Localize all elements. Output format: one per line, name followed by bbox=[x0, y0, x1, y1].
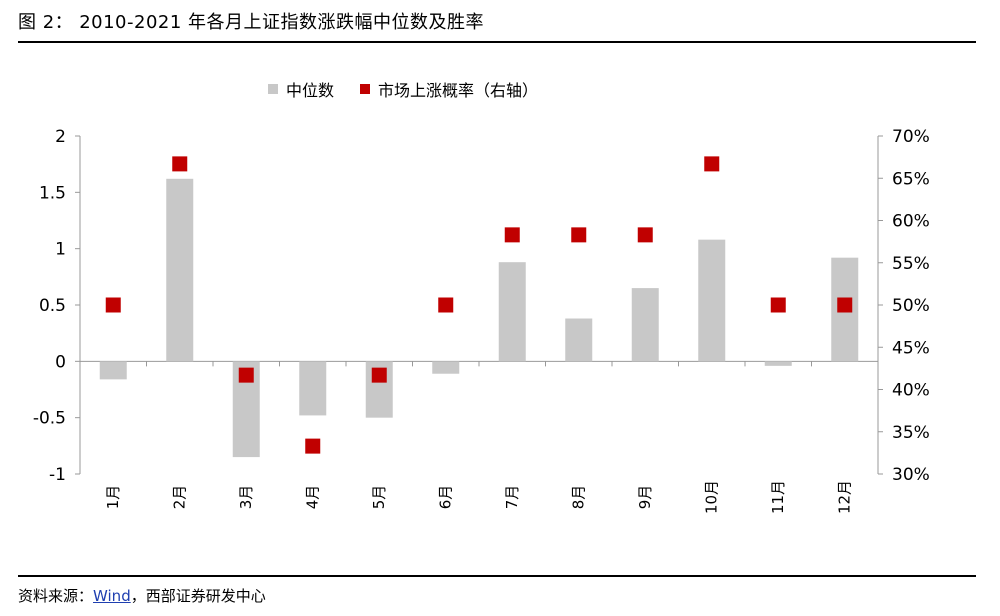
median-bar-9月 bbox=[631, 288, 659, 362]
category-label-3月: 3月 bbox=[237, 485, 255, 510]
up-probability-marker-7月 bbox=[504, 227, 520, 243]
median-bar-11月 bbox=[764, 361, 792, 366]
category-label-4月: 4月 bbox=[303, 485, 321, 510]
category-label-7月: 7月 bbox=[503, 485, 521, 510]
right-axis-tick-label: 70% bbox=[892, 127, 930, 147]
source-suffix: ，西部证券研发中心 bbox=[130, 587, 266, 605]
left-axis-tick-label: 0 bbox=[55, 352, 66, 372]
legend-item-up-probability: 市场上涨概率（右轴） bbox=[360, 77, 538, 101]
up-probability-marker-6月 bbox=[438, 297, 454, 313]
median-bar-8月 bbox=[565, 318, 593, 362]
up-probability-marker-10月 bbox=[704, 156, 720, 172]
axes-layer bbox=[75, 135, 883, 475]
category-label-6月: 6月 bbox=[436, 485, 454, 510]
figure-title-text: 2010-2021 年各月上证指数涨跌幅中位数及胜率 bbox=[79, 12, 485, 33]
left-axis-tick-label: -1 bbox=[49, 465, 66, 485]
category-label-11月: 11月 bbox=[769, 480, 787, 514]
left-axis-tick-label: 1 bbox=[55, 240, 66, 260]
legend-label-up-probability: 市场上涨概率（右轴） bbox=[378, 81, 539, 100]
median-bar-4月 bbox=[299, 361, 327, 416]
legend-item-median: 中位数 bbox=[268, 77, 334, 101]
median-bar-1月 bbox=[99, 361, 127, 380]
category-label-9月: 9月 bbox=[636, 485, 654, 510]
up-probability-marker-9月 bbox=[637, 227, 653, 243]
chart-legend: 中位数 市场上涨概率（右轴） bbox=[268, 76, 538, 102]
source-prefix: 资料来源： bbox=[18, 587, 94, 605]
top-rule bbox=[18, 41, 976, 43]
median-bar-10月 bbox=[698, 239, 726, 362]
up-probability-marker-2月 bbox=[172, 156, 188, 172]
right-axis-tick-label: 55% bbox=[892, 254, 930, 274]
source-note: 资料来源： Wind ，西部证券研发中心 bbox=[18, 585, 266, 606]
up-probability-marker-8月 bbox=[571, 227, 587, 243]
markers-layer bbox=[105, 156, 853, 454]
legend-swatch-median bbox=[268, 84, 278, 94]
up-probability-marker-12月 bbox=[837, 297, 853, 313]
right-axis-tick-label: 60% bbox=[892, 212, 930, 232]
up-probability-marker-4月 bbox=[305, 438, 321, 454]
category-label-10月: 10月 bbox=[702, 480, 720, 514]
category-label-5月: 5月 bbox=[370, 485, 388, 510]
median-bar-2月 bbox=[166, 178, 194, 362]
up-probability-marker-5月 bbox=[371, 367, 387, 383]
right-axis-tick-label: 30% bbox=[892, 465, 930, 485]
up-probability-marker-11月 bbox=[770, 297, 786, 313]
right-axis-tick-label: 50% bbox=[892, 296, 930, 316]
up-probability-marker-3月 bbox=[238, 367, 254, 383]
right-axis-tick-label: 40% bbox=[892, 381, 930, 401]
labels-layer: 2 1.5 1 0.5 0 -0.5 -1 70% 65% 60% 55% 50% 45% 40% 35% 3… bbox=[33, 127, 930, 514]
category-label-1月: 1月 bbox=[104, 485, 122, 510]
up-probability-marker-1月 bbox=[105, 297, 121, 313]
category-label-12月: 12月 bbox=[835, 480, 853, 514]
left-axis-tick-label: 0.5 bbox=[39, 296, 66, 316]
right-axis-tick-label: 35% bbox=[892, 423, 930, 443]
right-axis-tick-label: 65% bbox=[892, 169, 930, 189]
legend-label-median: 中位数 bbox=[286, 81, 335, 100]
left-axis-tick-label: -0.5 bbox=[33, 409, 66, 429]
figure-title: 图 2： 2010-2021 年各月上证指数涨跌幅中位数及胜率 bbox=[18, 4, 484, 38]
right-axis-tick-label: 45% bbox=[892, 338, 930, 358]
category-label-8月: 8月 bbox=[569, 485, 587, 510]
median-bar-7月 bbox=[498, 262, 526, 362]
median-bar-6月 bbox=[432, 361, 460, 374]
source-link[interactable]: Wind bbox=[93, 586, 131, 605]
legend-swatch-up-probability bbox=[360, 84, 371, 94]
bottom-rule bbox=[18, 575, 976, 577]
left-axis-tick-label: 2 bbox=[55, 127, 66, 147]
figure-title-prefix: 图 2： bbox=[18, 12, 74, 33]
left-axis-tick-label: 1.5 bbox=[39, 183, 66, 203]
category-label-2月: 2月 bbox=[170, 485, 188, 510]
bars-layer bbox=[99, 178, 859, 458]
